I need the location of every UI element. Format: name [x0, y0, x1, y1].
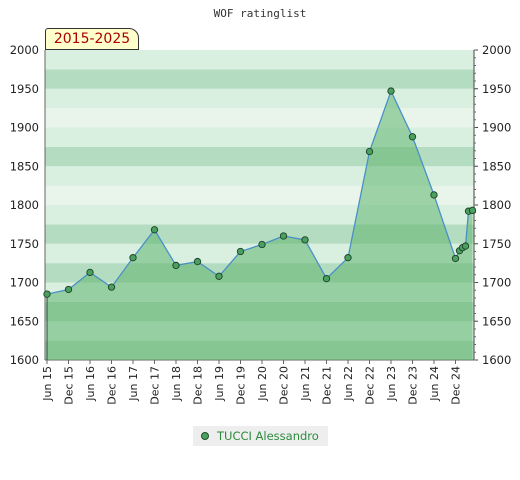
y-tick-label-right: 1850: [482, 159, 511, 173]
data-point: [365, 147, 374, 156]
series-area-fill: [47, 91, 473, 360]
x-axis: Jun 15 Dec 15 Jun 16 Dec 16 Jun 17 Dec 17 Jun …: [41, 359, 474, 405]
x-tick-label: Jun 20: [256, 366, 269, 402]
data-point: [86, 268, 94, 277]
x-tick-label: Dec 22: [364, 366, 377, 405]
band: [45, 108, 474, 128]
data-point: [468, 206, 477, 215]
data-point: [408, 133, 417, 141]
y-tick-label-left: 1650: [10, 314, 39, 328]
data-point: [172, 261, 180, 270]
data-point: [215, 272, 223, 280]
x-tick-label: Dec 17: [149, 366, 162, 405]
x-tick-label: Jun 17: [127, 366, 140, 402]
legend[interactable]: TUCCI Alessandro: [193, 426, 328, 446]
band: [45, 50, 474, 70]
data-point: [43, 290, 51, 298]
y-tick-label-right: 2000: [482, 43, 511, 57]
data-point: [279, 232, 288, 240]
y-tick-label-left: 2000: [10, 43, 39, 57]
x-tick-label: Dec 16: [106, 366, 119, 405]
band: [45, 69, 474, 89]
y-tick-label-left: 1800: [10, 198, 39, 212]
x-tick-label: Jun 16: [84, 366, 97, 402]
x-tick-label: Dec 15: [63, 366, 76, 405]
data-point: [64, 285, 73, 294]
data-point: [344, 254, 352, 262]
legend-marker: [201, 432, 209, 440]
band: [45, 127, 474, 147]
chart-title: WOF ratinglist: [214, 7, 307, 20]
y-tick-label-left: 1850: [10, 159, 39, 173]
x-tick-label: Jun 18: [170, 366, 183, 402]
y-tick-label-left: 1900: [10, 121, 39, 135]
data-point: [107, 283, 116, 291]
data-point: [258, 240, 266, 249]
y-tick-label-left: 1950: [10, 82, 39, 96]
x-tick-label: Jun 19: [213, 366, 226, 402]
series-markers: [43, 87, 477, 298]
data-point: [451, 254, 460, 263]
x-tick-label: Jun 15: [41, 366, 54, 402]
data-point: [150, 226, 159, 234]
x-tick-label: Jun 24: [428, 366, 441, 402]
y-tick-label-right: 1900: [482, 121, 511, 135]
y-axis-left: 1600 1650 1700 1750 1800 1850 1900 1950 2000: [10, 43, 46, 367]
x-tick-label: Dec 24: [450, 366, 463, 405]
x-tick-label: Jun 21: [299, 366, 312, 402]
data-point: [430, 191, 438, 199]
y-tick-label-right: 1600: [482, 353, 511, 367]
band: [45, 88, 474, 109]
x-tick-label: Jun 22: [342, 366, 355, 402]
data-point: [387, 87, 395, 95]
y-tick-label-right: 1650: [482, 314, 511, 328]
data-point: [193, 257, 202, 266]
x-tick-label: Jun 23: [385, 366, 398, 402]
x-tick-label: Dec 19: [235, 366, 248, 405]
data-point: [129, 254, 137, 262]
x-tick-label: Dec 23: [407, 366, 420, 405]
y-tick-label-right: 1950: [482, 82, 511, 96]
data-point: [301, 236, 309, 244]
legend-label: TUCCI Alessandro: [217, 429, 319, 443]
x-tick-label: Dec 18: [192, 366, 205, 405]
y-tick-label-left: 1600: [10, 353, 39, 367]
y-tick-label-right: 1700: [482, 276, 511, 290]
x-tick-label: Dec 20: [278, 366, 291, 405]
data-point: [461, 242, 470, 250]
y-tick-label-right: 1800: [482, 198, 511, 212]
range-label: 2015-2025: [45, 28, 139, 50]
y-tick-label-right: 1750: [482, 237, 511, 251]
y-tick-label-left: 1700: [10, 276, 39, 290]
y-axis-right: 1600 1650 1700 1750 1800 1850 1900 1950 2000: [473, 43, 511, 367]
y-tick-label-left: 1750: [10, 237, 39, 251]
data-point: [236, 247, 245, 256]
x-tick-label: Dec 21: [321, 366, 334, 405]
data-point: [322, 274, 331, 283]
